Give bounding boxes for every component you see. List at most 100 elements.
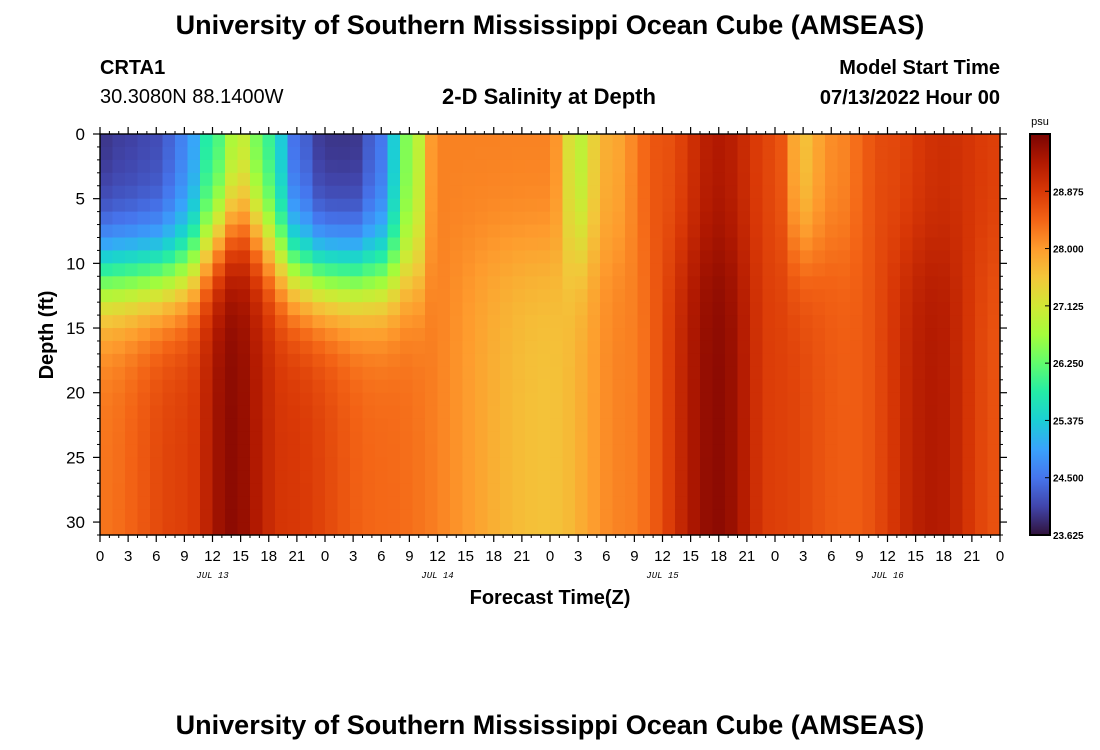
- heatmap-cell: [125, 315, 139, 329]
- heatmap-cell: [725, 172, 739, 187]
- heatmap-cell: [850, 418, 864, 433]
- heatmap-cell: [137, 211, 151, 226]
- heatmap-cell: [762, 289, 776, 303]
- heatmap-cell: [262, 496, 276, 510]
- heatmap-cell: [937, 470, 951, 484]
- heatmap-cell: [387, 146, 401, 161]
- heatmap-cell: [300, 211, 314, 226]
- heatmap-cell: [300, 483, 314, 497]
- heatmap-cell: [325, 392, 339, 407]
- heatmap-cell: [537, 302, 551, 316]
- heatmap-cell: [325, 224, 339, 239]
- heatmap-cell: [762, 276, 776, 290]
- heatmap-cell: [762, 470, 776, 484]
- heatmap-cell: [337, 250, 351, 264]
- heatmap-cell: [275, 483, 289, 497]
- heatmap-cell: [550, 211, 564, 226]
- heatmap-cell: [750, 185, 764, 200]
- heatmap-cell: [412, 185, 426, 200]
- heatmap-cell: [962, 250, 976, 264]
- heatmap-cell: [187, 509, 201, 523]
- heatmap-cell: [575, 250, 589, 264]
- heatmap-cell: [137, 328, 151, 342]
- heatmap-cell: [937, 496, 951, 510]
- x-tick-label: 12: [654, 548, 671, 565]
- heatmap-cell: [200, 185, 214, 200]
- heatmap-cell: [850, 431, 864, 446]
- heatmap-cell: [562, 263, 576, 277]
- heatmap-cell: [350, 237, 364, 252]
- heatmap-cell: [812, 444, 826, 458]
- heatmap-cell: [262, 211, 276, 226]
- heatmap-cell: [750, 146, 764, 161]
- heatmap-cell: [575, 522, 589, 536]
- heatmap-cell: [912, 509, 926, 523]
- heatmap-cell: [262, 470, 276, 484]
- heatmap-cell: [862, 328, 876, 342]
- heatmap-cell: [450, 444, 464, 458]
- x-tick-label: 12: [879, 548, 896, 565]
- heatmap-cell: [225, 224, 239, 239]
- heatmap-cell: [500, 405, 514, 420]
- heatmap-cell: [825, 134, 839, 148]
- heatmap-cell: [762, 366, 776, 381]
- heatmap-cell: [812, 211, 826, 226]
- heatmap-cell: [550, 483, 564, 497]
- heatmap-cell: [562, 522, 576, 536]
- heatmap-cell: [262, 289, 276, 303]
- heatmap-cell: [925, 379, 939, 394]
- heatmap-cell: [525, 470, 539, 484]
- heatmap-cell: [475, 509, 489, 523]
- heatmap-cell: [187, 496, 201, 510]
- heatmap-cell: [250, 457, 264, 471]
- heatmap-cell: [812, 522, 826, 536]
- heatmap-cell: [675, 328, 689, 342]
- heatmap-cell: [850, 392, 864, 407]
- station-coordinates: 30.3080N 88.1400W: [100, 86, 284, 108]
- heatmap-cell: [275, 509, 289, 523]
- heatmap-cell: [600, 172, 614, 187]
- heatmap-cell: [850, 379, 864, 394]
- heatmap-cell: [187, 315, 201, 329]
- heatmap-cell: [212, 224, 226, 239]
- heatmap-cell: [225, 483, 239, 497]
- heatmap-cell: [350, 418, 364, 433]
- x-tick-label: 6: [827, 548, 835, 565]
- heatmap-cell: [300, 470, 314, 484]
- heatmap-cell: [425, 289, 439, 303]
- heatmap-cell: [600, 328, 614, 342]
- heatmap-cell: [800, 211, 814, 226]
- heatmap-cell: [312, 405, 326, 420]
- heatmap-cell: [412, 289, 426, 303]
- heatmap-cell: [675, 237, 689, 252]
- heatmap-cell: [800, 328, 814, 342]
- heatmap-cell: [412, 496, 426, 510]
- heatmap-cell: [812, 340, 826, 355]
- heatmap-cell: [150, 379, 164, 394]
- heatmap-cell: [300, 159, 314, 174]
- heatmap-cell: [575, 457, 589, 471]
- heatmap-cell: [675, 211, 689, 226]
- heatmap-cell: [100, 522, 114, 536]
- heatmap-cell: [587, 340, 601, 355]
- heatmap-cell: [312, 250, 326, 264]
- heatmap-cell: [525, 185, 539, 200]
- heatmap-cell: [425, 250, 439, 264]
- heatmap-cell: [912, 198, 926, 213]
- heatmap-cell: [225, 250, 239, 264]
- heatmap-cell: [987, 431, 1001, 446]
- heatmap-cell: [412, 315, 426, 329]
- heatmap-cell: [612, 159, 626, 174]
- heatmap-cell: [937, 198, 951, 213]
- heatmap-cell: [387, 302, 401, 316]
- heatmap-cell: [587, 250, 601, 264]
- heatmap-cell: [650, 457, 664, 471]
- heatmap-cell: [500, 328, 514, 342]
- heatmap-cell: [350, 134, 364, 148]
- heatmap-cell: [637, 509, 651, 523]
- heatmap-cell: [625, 418, 639, 433]
- heatmap-cell: [175, 250, 189, 264]
- heatmap-cell: [450, 405, 464, 420]
- heatmap-cell: [325, 496, 339, 510]
- heatmap-cell: [912, 159, 926, 174]
